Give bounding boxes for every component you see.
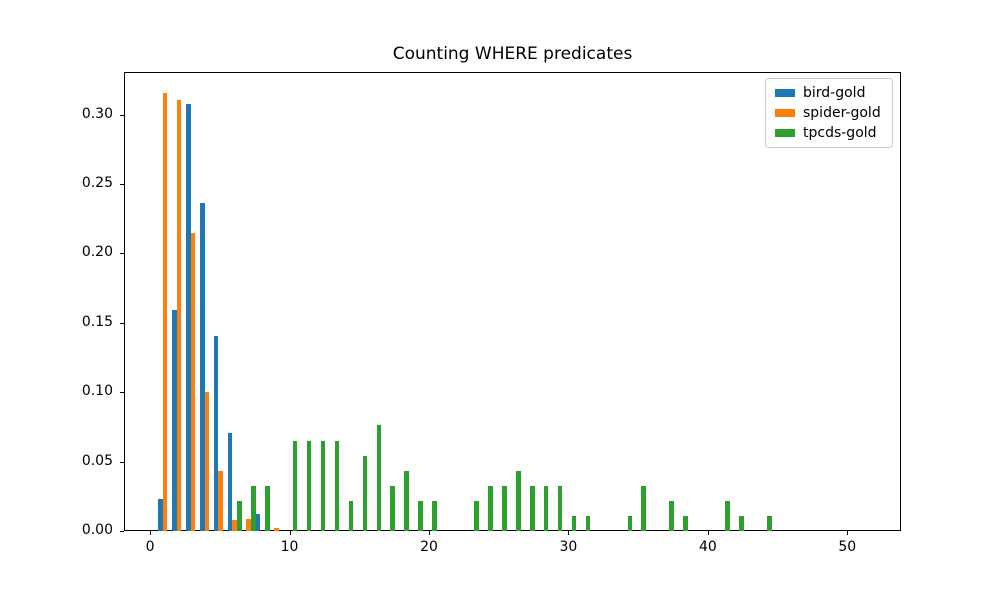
legend-item-spider-gold: spider-gold (775, 103, 883, 123)
tpcds-gold-bar (571, 515, 577, 531)
legend-label: bird-gold (803, 85, 866, 101)
bird-gold-bar (213, 335, 219, 531)
tpcds-gold-bar (320, 440, 326, 531)
tpcds-gold-bar (725, 500, 730, 531)
tpcds-gold-bar (418, 500, 423, 531)
legend-swatch-icon (775, 109, 795, 117)
spider-gold-bar (176, 99, 182, 531)
legend-label: spider-gold (803, 105, 881, 121)
chart-title: Counting WHERE predicates (392, 44, 633, 64)
tpcds-gold-bar (292, 440, 298, 531)
x-tick-label: 0 (145, 539, 155, 555)
tpcds-gold-bar (641, 485, 647, 531)
y-tick (120, 322, 124, 324)
legend: bird-gold spider-gold tpcds-gold (765, 78, 893, 148)
spider-gold-bar (204, 392, 210, 531)
tpcds-gold-bar (502, 485, 507, 531)
y-tick (120, 531, 124, 532)
y-tick-label: 0.30 (81, 105, 113, 122)
tpcds-gold-bar (264, 485, 270, 531)
x-tick-label: 10 (280, 539, 299, 555)
tpcds-gold-bar (739, 515, 744, 531)
y-tick-label: 0.15 (81, 313, 113, 330)
bird-gold-bar (199, 202, 205, 531)
tpcds-gold-bar (627, 515, 633, 531)
tpcds-gold-bar (306, 440, 312, 531)
tpcds-gold-bar (404, 470, 410, 531)
tpcds-gold-bar (376, 425, 382, 531)
tpcds-gold-bar (390, 485, 396, 531)
tpcds-gold-bar (474, 500, 479, 531)
tpcds-gold-bar (557, 485, 563, 531)
tpcds-gold-bar (237, 500, 242, 531)
bird-gold-bar (171, 310, 177, 531)
y-tick (120, 392, 124, 394)
bird-gold-bar (255, 514, 261, 531)
x-tick-label: 50 (838, 539, 857, 555)
x-tick-label: 20 (420, 539, 438, 555)
legend-label: tpcds-gold (803, 125, 877, 141)
spider-gold-bar (246, 518, 251, 531)
tpcds-gold-bar (251, 485, 256, 531)
spider-gold-bar (190, 232, 196, 531)
legend-item-tpcds-gold: tpcds-gold (775, 123, 883, 143)
y-tick-label: 0.20 (81, 244, 113, 261)
tpcds-gold-bar (432, 500, 437, 531)
spider-gold-bar (162, 92, 168, 531)
bird-gold-bar (227, 433, 233, 531)
legend-swatch-icon (775, 89, 795, 97)
tpcds-gold-bar (488, 485, 493, 531)
x-tick (568, 531, 570, 535)
y-tick-label: 0.00 (81, 522, 113, 538)
tpcds-gold-bar (766, 515, 772, 531)
y-tick-label: 0.25 (81, 175, 113, 191)
x-tick (150, 531, 152, 535)
y-tick (120, 184, 124, 185)
x-tick-label: 40 (698, 539, 717, 555)
tpcds-gold-bar (543, 485, 549, 531)
tpcds-gold-bar (683, 515, 688, 531)
y-tick (120, 253, 124, 255)
tpcds-gold-bar (515, 470, 521, 531)
x-tick (707, 531, 709, 535)
tpcds-gold-bar (362, 455, 368, 531)
x-tick (847, 531, 849, 535)
tpcds-gold-bar (348, 500, 354, 531)
x-tick-label: 30 (559, 539, 578, 555)
legend-swatch-icon (775, 129, 795, 137)
plot-area (124, 72, 901, 531)
spider-gold-bar (274, 528, 279, 531)
tpcds-gold-bar (585, 515, 591, 531)
bird-gold-bar (158, 499, 163, 531)
y-tick-label: 0.05 (81, 452, 113, 469)
x-tick (289, 531, 291, 535)
tpcds-gold-bar (334, 440, 340, 531)
y-tick (120, 461, 124, 463)
y-tick (120, 114, 124, 116)
bird-gold-bar (185, 103, 191, 531)
spider-gold-bar (218, 471, 224, 531)
legend-item-bird-gold: bird-gold (775, 83, 883, 103)
tpcds-gold-bar (529, 485, 535, 531)
tpcds-gold-bar (669, 500, 674, 531)
spider-gold-bar (232, 519, 238, 531)
y-tick-label: 0.10 (81, 383, 113, 400)
x-tick (429, 531, 430, 535)
